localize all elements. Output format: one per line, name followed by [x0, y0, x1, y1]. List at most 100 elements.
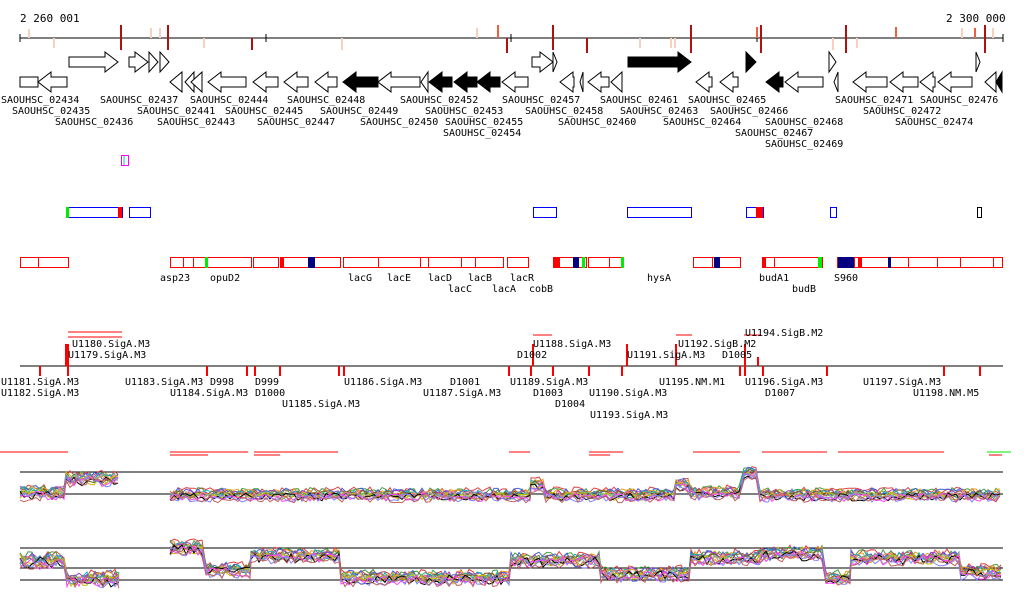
feature-label[interactable]: opuD2: [210, 273, 240, 284]
regulatory-label[interactable]: U1192.SigB.M2: [678, 339, 756, 350]
regulatory-label[interactable]: U1186.SigA.M3: [344, 377, 422, 388]
feature-label[interactable]: lacG: [348, 273, 372, 284]
regulatory-label[interactable]: D1004: [555, 399, 585, 410]
gene-arrow-reverse[interactable]: [420, 70, 429, 94]
feature-label[interactable]: lacC: [448, 284, 472, 295]
feature-label[interactable]: budA1: [759, 273, 789, 284]
regulatory-label[interactable]: U1188.SigA.M3: [533, 339, 611, 350]
gene-label[interactable]: SAOUHSC_02441: [137, 106, 215, 117]
gene-arrow-forward[interactable]: [828, 50, 837, 74]
gene-label[interactable]: SAOUHSC_02472: [863, 106, 941, 117]
gene-arrow-reverse[interactable]: [501, 70, 529, 94]
feature-box[interactable]: [890, 257, 909, 268]
gene-arrow-forward[interactable]: [68, 50, 119, 74]
gene-arrow-reverse[interactable]: [207, 70, 247, 94]
feature-box[interactable]: [20, 257, 39, 268]
gene-label[interactable]: SAOUHSC_02471: [835, 95, 913, 106]
gene-label[interactable]: SAOUHSC_02452: [400, 95, 478, 106]
gene-label[interactable]: SAOUHSC_02458: [525, 106, 603, 117]
gene-arrow-reverse[interactable]: [559, 70, 575, 94]
regulatory-label[interactable]: U1179.SigA.M3: [68, 350, 146, 361]
gene-arrow-reverse[interactable]: [719, 70, 739, 94]
gene-arrow-forward[interactable]: [627, 50, 692, 74]
gene-label[interactable]: SAOUHSC_02467: [735, 128, 813, 139]
regulatory-label[interactable]: U1180.SigA.M3: [72, 339, 150, 350]
gene-label[interactable]: SAOUHSC_02455: [445, 117, 523, 128]
feature-box[interactable]: [38, 257, 69, 268]
gene-arrow-forward[interactable]: [745, 50, 757, 74]
regulatory-label[interactable]: U1196.SigA.M3: [745, 377, 823, 388]
gene-label[interactable]: SAOUHSC_02460: [558, 117, 636, 128]
gene-arrow-reverse[interactable]: [314, 70, 338, 94]
gene-arrow-reverse[interactable]: [377, 70, 421, 94]
gene-label[interactable]: SAOUHSC_02454: [443, 128, 521, 139]
feature-box[interactable]: [343, 257, 379, 268]
gene-label[interactable]: SAOUHSC_02436: [55, 117, 133, 128]
gene-label[interactable]: SAOUHSC_02457: [502, 95, 580, 106]
gene-label[interactable]: SAOUHSC_02434: [1, 95, 79, 106]
gene-arrow-forward[interactable]: [128, 50, 149, 74]
feature-label[interactable]: lacD: [428, 273, 452, 284]
regulatory-label[interactable]: U1198.NM.M5: [913, 388, 979, 399]
regulatory-label[interactable]: D1003: [533, 388, 563, 399]
gene-label[interactable]: SAOUHSC_02476: [920, 95, 998, 106]
gene-arrow-reverse[interactable]: [579, 71, 584, 93]
feature-box[interactable]: [183, 257, 194, 268]
feature-label[interactable]: asp23: [160, 273, 190, 284]
feature-box[interactable]: [627, 207, 692, 218]
gene-arrow-reverse[interactable]: [587, 70, 610, 94]
regulatory-label[interactable]: U1185.SigA.M3: [282, 399, 360, 410]
regulatory-label[interactable]: U1184.SigA.M3: [170, 388, 248, 399]
gene-label[interactable]: SAOUHSC_02437: [100, 95, 178, 106]
regulatory-label[interactable]: D1001: [450, 377, 480, 388]
gene-arrow-reverse[interactable]: [889, 70, 919, 94]
feature-box[interactable]: [193, 257, 207, 268]
gene-label[interactable]: SAOUHSC_02474: [895, 117, 973, 128]
feature-box[interactable]: [475, 257, 504, 268]
regulatory-label[interactable]: D1007: [765, 388, 795, 399]
regulatory-label[interactable]: U1193.SigA.M3: [590, 410, 668, 421]
feature-box[interactable]: [428, 257, 462, 268]
regulatory-label[interactable]: U1191.SigA.M3: [627, 350, 705, 361]
feature-box[interactable]: [588, 257, 610, 268]
gene-arrow-reverse[interactable]: [852, 70, 888, 94]
feature-box[interactable]: [937, 257, 961, 268]
feature-box[interactable]: [693, 257, 713, 268]
feature-label[interactable]: lacR: [510, 273, 535, 284]
regulatory-label[interactable]: U1190.SigA.M3: [589, 388, 667, 399]
gene-arrow-forward[interactable]: [531, 50, 554, 74]
gene-arrow-forward[interactable]: [159, 50, 170, 74]
gene-arrow-reverse[interactable]: [919, 70, 936, 94]
regulatory-label[interactable]: U1197.SigA.M3: [863, 377, 941, 388]
feature-label[interactable]: hysA: [647, 273, 671, 284]
gene-arrow-reverse[interactable]: [937, 70, 973, 94]
gene-label[interactable]: SAOUHSC_02463: [620, 106, 698, 117]
gene-arrow-reverse[interactable]: [283, 70, 309, 94]
regulatory-label[interactable]: U1181.SigA.M3: [1, 377, 79, 388]
gene-label[interactable]: SAOUHSC_02465: [688, 95, 766, 106]
regulatory-label[interactable]: U1189.SigA.M3: [510, 377, 588, 388]
gene-arrow-reverse[interactable]: [37, 70, 68, 94]
feature-box[interactable]: [830, 207, 837, 218]
gene-label[interactable]: SAOUHSC_02443: [157, 117, 235, 128]
feature-box[interactable]: [461, 257, 476, 268]
gene-arrow-reverse[interactable]: [342, 70, 379, 94]
feature-label[interactable]: cobB: [529, 284, 553, 295]
feature-label[interactable]: S960: [834, 273, 858, 284]
gene-arrow-reverse[interactable]: [169, 70, 183, 94]
gene-label[interactable]: SAOUHSC_02464: [663, 117, 741, 128]
regulatory-label[interactable]: U1182.SigA.M3: [1, 388, 79, 399]
gene-arrow-reverse[interactable]: [833, 71, 839, 93]
gene-arrow-forward[interactable]: [552, 51, 558, 73]
feature-box[interactable]: [960, 257, 994, 268]
gene-arrow-reverse[interactable]: [190, 70, 203, 94]
feature-box[interactable]: [170, 257, 184, 268]
regulatory-label[interactable]: U1195.NM.M1: [659, 377, 725, 388]
feature-box[interactable]: [420, 257, 429, 268]
gene-arrow-reverse[interactable]: [428, 70, 453, 94]
feature-box[interactable]: [121, 155, 129, 166]
feature-box[interactable]: [507, 257, 529, 268]
feature-label[interactable]: lacA: [492, 284, 516, 295]
regulatory-label[interactable]: D999: [255, 377, 279, 388]
